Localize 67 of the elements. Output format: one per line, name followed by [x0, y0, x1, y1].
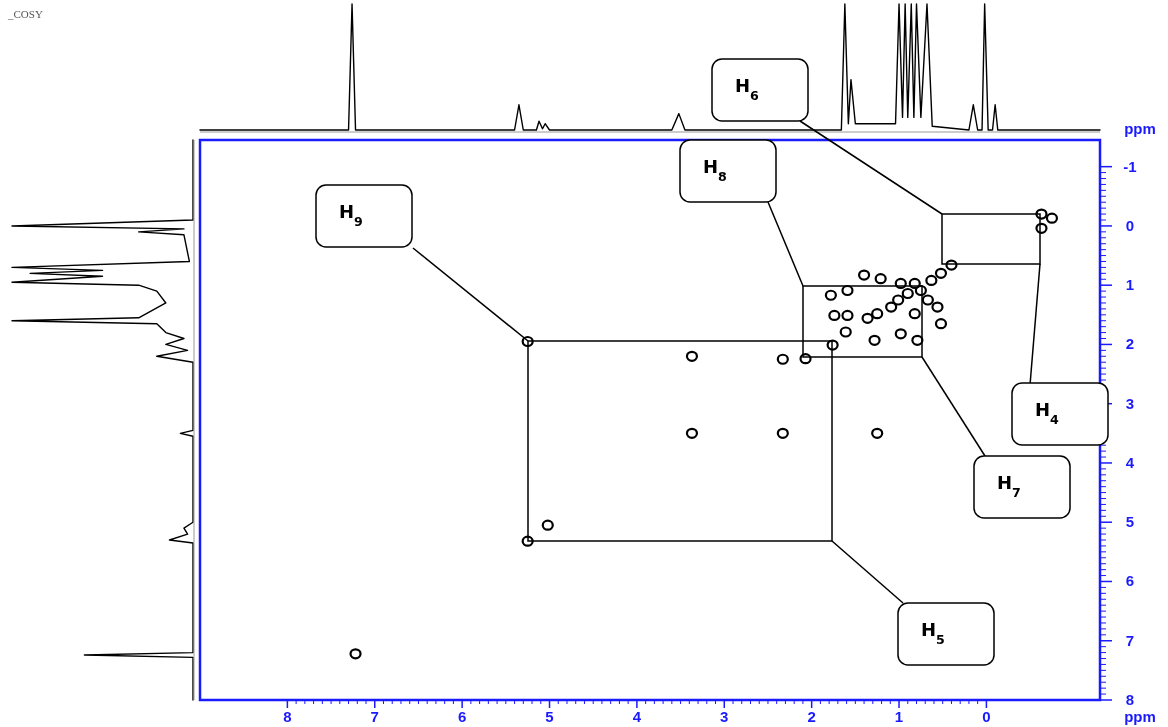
annotation: H$_{9}$ — [339, 201, 363, 229]
point — [685, 427, 699, 439]
x-tick-label: 2 — [807, 708, 816, 725]
point — [1035, 208, 1048, 220]
point — [799, 353, 812, 365]
point — [841, 284, 854, 297]
point — [868, 334, 881, 346]
y-tick-label: 0 — [1125, 216, 1135, 234]
point — [839, 326, 852, 338]
point — [925, 274, 938, 287]
point — [901, 287, 914, 300]
point — [931, 301, 944, 313]
point — [914, 284, 927, 297]
y-tick-label: -1 — [1123, 157, 1137, 175]
point — [871, 427, 884, 439]
point — [894, 277, 907, 290]
point — [828, 309, 841, 322]
point — [934, 267, 948, 279]
annotation: H$_{8}$ — [703, 156, 727, 184]
point — [908, 277, 921, 290]
point — [685, 350, 699, 362]
x-tick-label: 8 — [283, 708, 292, 725]
x-tick-label: 1 — [894, 708, 904, 725]
x-tick-label: 6 — [457, 708, 467, 725]
point — [824, 289, 837, 301]
y-tick-label: 8 — [1125, 691, 1135, 708]
x-tick-label: 4 — [632, 708, 642, 725]
y-tick-label: 4 — [1125, 453, 1135, 471]
point — [934, 318, 948, 330]
point — [894, 328, 907, 340]
x-axis-title: ppm — [1124, 708, 1156, 725]
annotation: H$_{7}$ — [997, 472, 1021, 500]
point — [521, 535, 534, 547]
point — [885, 301, 898, 313]
point — [1045, 212, 1059, 224]
point — [349, 648, 362, 660]
point — [945, 259, 958, 271]
point — [521, 335, 534, 348]
x-tick-label: 0 — [982, 708, 991, 725]
x-tick-label: 7 — [370, 708, 379, 725]
point — [1035, 222, 1048, 234]
point — [921, 294, 934, 306]
y-tick-label: 6 — [1125, 572, 1135, 590]
y-tick-label: 3 — [1125, 394, 1135, 412]
point — [874, 273, 887, 285]
y-axis-title: ppm — [1124, 120, 1156, 137]
x-tick-label: 5 — [545, 708, 554, 725]
point — [541, 519, 554, 531]
point — [826, 339, 839, 351]
point — [776, 427, 789, 439]
annotation: H$_{6}$ — [735, 75, 760, 103]
point — [841, 309, 854, 322]
point — [908, 308, 921, 320]
y-tick-label: 7 — [1125, 631, 1135, 649]
point — [892, 294, 905, 306]
point — [776, 353, 789, 365]
point — [861, 312, 874, 324]
annotation: H$_{4}$ — [1035, 399, 1060, 427]
point — [871, 308, 884, 320]
chart-title: _COSY — [7, 8, 43, 20]
y-tick-label: 1 — [1125, 276, 1135, 294]
x-tick-label: 3 — [720, 708, 729, 725]
y-tick-label: 5 — [1125, 513, 1135, 531]
point — [857, 269, 871, 281]
point — [911, 334, 924, 346]
y-tick-label: 2 — [1125, 335, 1135, 353]
annotation: H$_{5}$ — [921, 619, 945, 647]
